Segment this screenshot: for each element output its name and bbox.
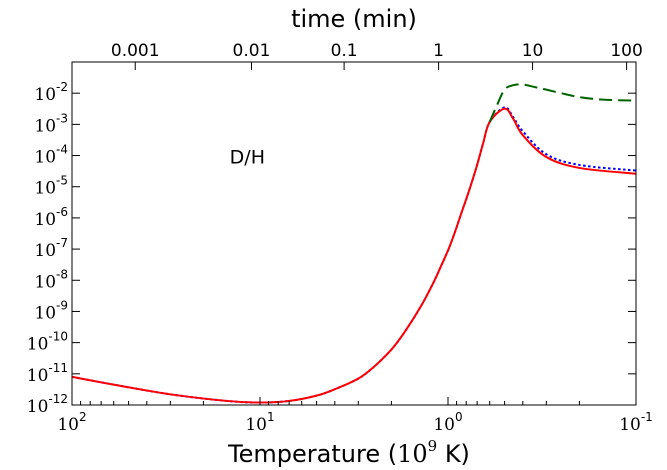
y-tick-label: 10-11 [27, 361, 68, 386]
x-tick-label: 101 [245, 410, 274, 435]
y-tick-label: 10-12 [27, 392, 68, 417]
y-tick-label: 10-5 [34, 174, 68, 199]
top-tick-label: 10 [522, 41, 544, 61]
series-line-solid [72, 107, 636, 404]
top-tick-label: 100 [610, 41, 642, 61]
y-tick-label: 10-2 [34, 80, 68, 105]
top-tick-label: 0.1 [331, 41, 358, 61]
top-tick-label: 0.01 [233, 41, 271, 61]
dh-annotation: D/H [230, 147, 265, 169]
top-tick-label: 1 [433, 41, 444, 61]
x-tick-label: 100 [433, 410, 462, 435]
x-axis-title: Temperature (109 K) [227, 437, 470, 468]
x-tick-label: 10-1 [619, 410, 653, 435]
y-tick-label: 10-9 [34, 298, 68, 323]
labels-layer: 102 101 100 10-1 0.001 0.01 0.1 1 10 100 10-12 10-1… [27, 41, 653, 435]
x-axis-title-suffix: K) [437, 440, 470, 468]
x-axis-title-prefix: Temperature ( [227, 440, 397, 468]
y-tick-label: 10-8 [34, 267, 68, 292]
y-tick-label: 10-7 [34, 236, 68, 261]
x-axis-title-base: 10 [397, 440, 428, 468]
plot-frame [71, 61, 637, 406]
top-tick-label: 0.001 [111, 41, 160, 61]
y-tick-label: 10-10 [27, 330, 68, 355]
plot-lines [72, 83, 636, 404]
x-axis-title-sup: 9 [428, 437, 438, 455]
top-axis-title: time (min) [291, 5, 417, 33]
y-tick-label: 10-3 [34, 111, 68, 136]
ticks-layer [71, 62, 637, 406]
x-tick-label: 102 [57, 410, 86, 435]
y-tick-label: 10-4 [34, 143, 68, 168]
y-tick-label: 10-6 [34, 205, 68, 230]
series-line-dotted [72, 106, 636, 404]
series-line-dashed [488, 83, 636, 123]
